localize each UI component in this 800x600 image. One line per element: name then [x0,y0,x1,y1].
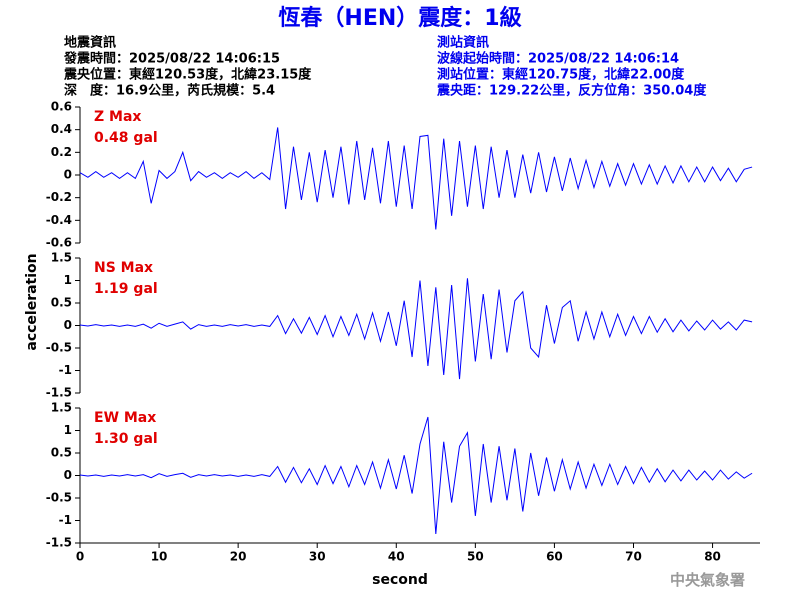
x-tick-label: 40 [388,550,405,564]
footer: 中央氣象署 [670,571,745,589]
y-tick-label: -0.5 [46,341,72,355]
waveform [79,127,753,230]
info-line: 地震資訊 [64,35,116,51]
y-axis-title: acceleration [24,253,40,350]
x-axis-title: second [372,572,428,588]
y-tick-label: 0.5 [51,296,72,310]
y-tick-label: 0 [64,318,72,332]
y-tick-label: 1 [64,423,72,437]
y-tick-label: 1.5 [51,251,72,265]
y-tick-label: -0.6 [46,236,72,250]
annotation: NS Max [94,260,153,276]
y-tick-label: 1.5 [51,401,72,415]
y-tick-label: -0.2 [46,190,72,204]
y-tick-label: -1 [59,513,72,527]
info-line: 發震時間：2025/08/22 14:06:15 [63,51,280,67]
info-line: 深 度：16.9公里，芮氏規模：5.4 [64,83,275,99]
y-tick-label: 0.5 [51,446,72,460]
waveform [79,278,753,380]
x-tick-label: 10 [151,550,168,564]
info-line: 測站資訊 [437,35,489,51]
y-tick-label: 0 [64,168,72,182]
x-tick-label: 20 [230,550,247,564]
x-tick-label: 30 [309,550,326,564]
y-tick-label: 1 [64,273,72,287]
x-tick-label: 70 [625,550,642,564]
annotation: Z Max [94,109,141,125]
annotation: 1.30 gal [94,431,158,447]
x-tick-label: 0 [76,550,84,564]
y-tick-label: -1.5 [46,386,72,400]
y-tick-label: -0.4 [46,213,72,227]
waveform [79,416,753,535]
y-tick-label: -1 [59,363,72,377]
y-tick-label: -1.5 [46,536,72,550]
annotation: 0.48 gal [94,130,158,146]
y-tick-label: 0.2 [51,145,72,159]
annotation: EW Max [94,410,156,426]
y-tick-label: 0.4 [51,122,72,136]
info-line: 震央距：129.22公里，反方位角：350.04度 [436,83,707,99]
x-tick-label: 60 [546,550,563,564]
info-line: 測站位置：東經120.75度，北緯22.00度 [437,67,685,83]
chart-title: 恆春（HEN）震度：1級 [278,5,521,31]
y-tick-label: -0.5 [46,491,72,505]
annotation: 1.19 gal [94,281,158,297]
info-line: 震央位置：東經120.53度，北緯23.15度 [63,67,312,83]
y-tick-label: 0 [64,468,72,482]
x-tick-label: 80 [704,550,721,564]
y-tick-label: 0.6 [51,100,72,114]
x-tick-label: 50 [467,550,484,564]
info-line: 波線起始時間：2025/08/22 14:06:14 [437,51,679,67]
